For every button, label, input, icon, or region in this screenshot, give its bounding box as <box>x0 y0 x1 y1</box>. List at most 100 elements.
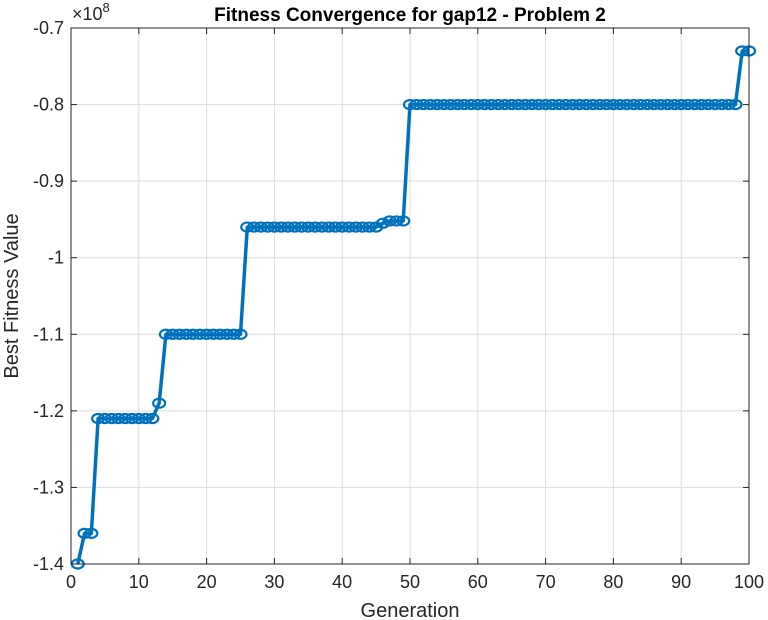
data-point <box>382 215 397 227</box>
data-point <box>402 98 418 111</box>
data-point <box>694 98 709 111</box>
data-point <box>579 98 594 111</box>
data-point <box>158 328 174 340</box>
y-tick-label: -1 <box>48 248 64 268</box>
data-point <box>179 328 194 340</box>
data-point <box>165 328 180 340</box>
x-tick-label: 20 <box>197 572 217 592</box>
data-point <box>572 98 587 111</box>
y-exponent-power: 8 <box>103 0 110 15</box>
data-point <box>240 221 255 233</box>
data-point <box>687 98 702 111</box>
data-point <box>104 412 119 425</box>
data-point <box>497 98 513 111</box>
data-point <box>152 397 167 409</box>
data-point <box>707 98 723 111</box>
data-point <box>463 98 479 111</box>
data-point <box>714 98 729 111</box>
data-point <box>91 412 106 425</box>
data-point <box>97 412 113 425</box>
data-point <box>280 221 296 233</box>
data-point <box>314 221 329 233</box>
data-point <box>294 221 309 233</box>
data-point <box>518 98 533 111</box>
data-point <box>348 221 363 233</box>
data-point <box>477 98 492 111</box>
data-point <box>219 328 235 340</box>
data-point <box>301 221 316 233</box>
data-point <box>328 221 343 233</box>
data-point <box>538 98 553 111</box>
data-point <box>484 98 499 111</box>
data-point <box>735 45 750 57</box>
x-tick-label: 50 <box>400 572 420 592</box>
data-point <box>728 98 743 111</box>
x-tick-label: 30 <box>264 572 284 592</box>
data-point <box>307 221 323 233</box>
data-point <box>111 412 126 425</box>
data-point <box>545 98 560 111</box>
data-point <box>599 98 614 111</box>
y-tick-label: -1.4 <box>33 554 64 574</box>
data-point <box>274 221 289 233</box>
data-point <box>606 98 621 111</box>
data-point <box>396 215 411 227</box>
data-point <box>233 328 248 340</box>
y-axis-label: Best Fitness Value <box>1 213 23 378</box>
x-tick-label: 70 <box>536 572 556 592</box>
data-point <box>443 98 458 111</box>
data-point <box>450 98 465 111</box>
data-point <box>531 98 546 111</box>
data-point <box>613 98 628 111</box>
data-point <box>185 328 201 340</box>
data-point <box>558 98 574 111</box>
x-tick-label: 0 <box>66 572 76 592</box>
data-point <box>206 328 221 340</box>
series-line <box>76 49 749 565</box>
data-point <box>491 98 506 111</box>
data-point <box>674 98 689 111</box>
y-tick-label: -1.2 <box>33 401 64 421</box>
x-tick-label: 10 <box>129 572 149 592</box>
x-tick-label: 90 <box>671 572 691 592</box>
x-axis-ticks: 0 10 20 30 40 50 60 70 80 90 100 <box>66 28 764 592</box>
data-point <box>619 98 635 111</box>
data-point <box>335 221 350 233</box>
data-point <box>640 98 655 111</box>
data-point <box>470 98 485 111</box>
chart-title: Fitness Convergence for gap12 - Problem … <box>214 5 606 26</box>
data-point <box>633 98 648 111</box>
data-point <box>646 98 662 111</box>
y-tick-label: -1.1 <box>33 324 64 344</box>
data-point <box>680 98 696 111</box>
data-point <box>355 221 370 233</box>
data-point <box>436 98 451 111</box>
data-point <box>409 98 424 111</box>
data-point <box>192 328 207 340</box>
y-tick-label: -0.8 <box>33 95 64 115</box>
data-point <box>565 98 580 111</box>
data-point <box>660 98 675 111</box>
x-tick-label: 60 <box>468 572 488 592</box>
data-point <box>341 221 357 233</box>
data-point <box>667 98 682 111</box>
data-point <box>246 221 262 233</box>
data-point <box>701 98 716 111</box>
data-point <box>416 98 431 111</box>
data-point <box>118 412 133 425</box>
data-point <box>552 98 567 111</box>
data-point <box>124 412 140 425</box>
data-point <box>457 98 472 111</box>
data-point <box>626 98 641 111</box>
series-group <box>70 45 757 570</box>
x-tick-label: 80 <box>603 572 623 592</box>
data-point <box>721 98 736 111</box>
data-point <box>226 328 241 340</box>
y-tick-label: -1.3 <box>33 477 64 497</box>
data-point <box>287 221 302 233</box>
data-point <box>592 98 607 111</box>
data-point <box>423 98 438 111</box>
data-point <box>430 98 445 111</box>
data-point <box>267 221 282 233</box>
